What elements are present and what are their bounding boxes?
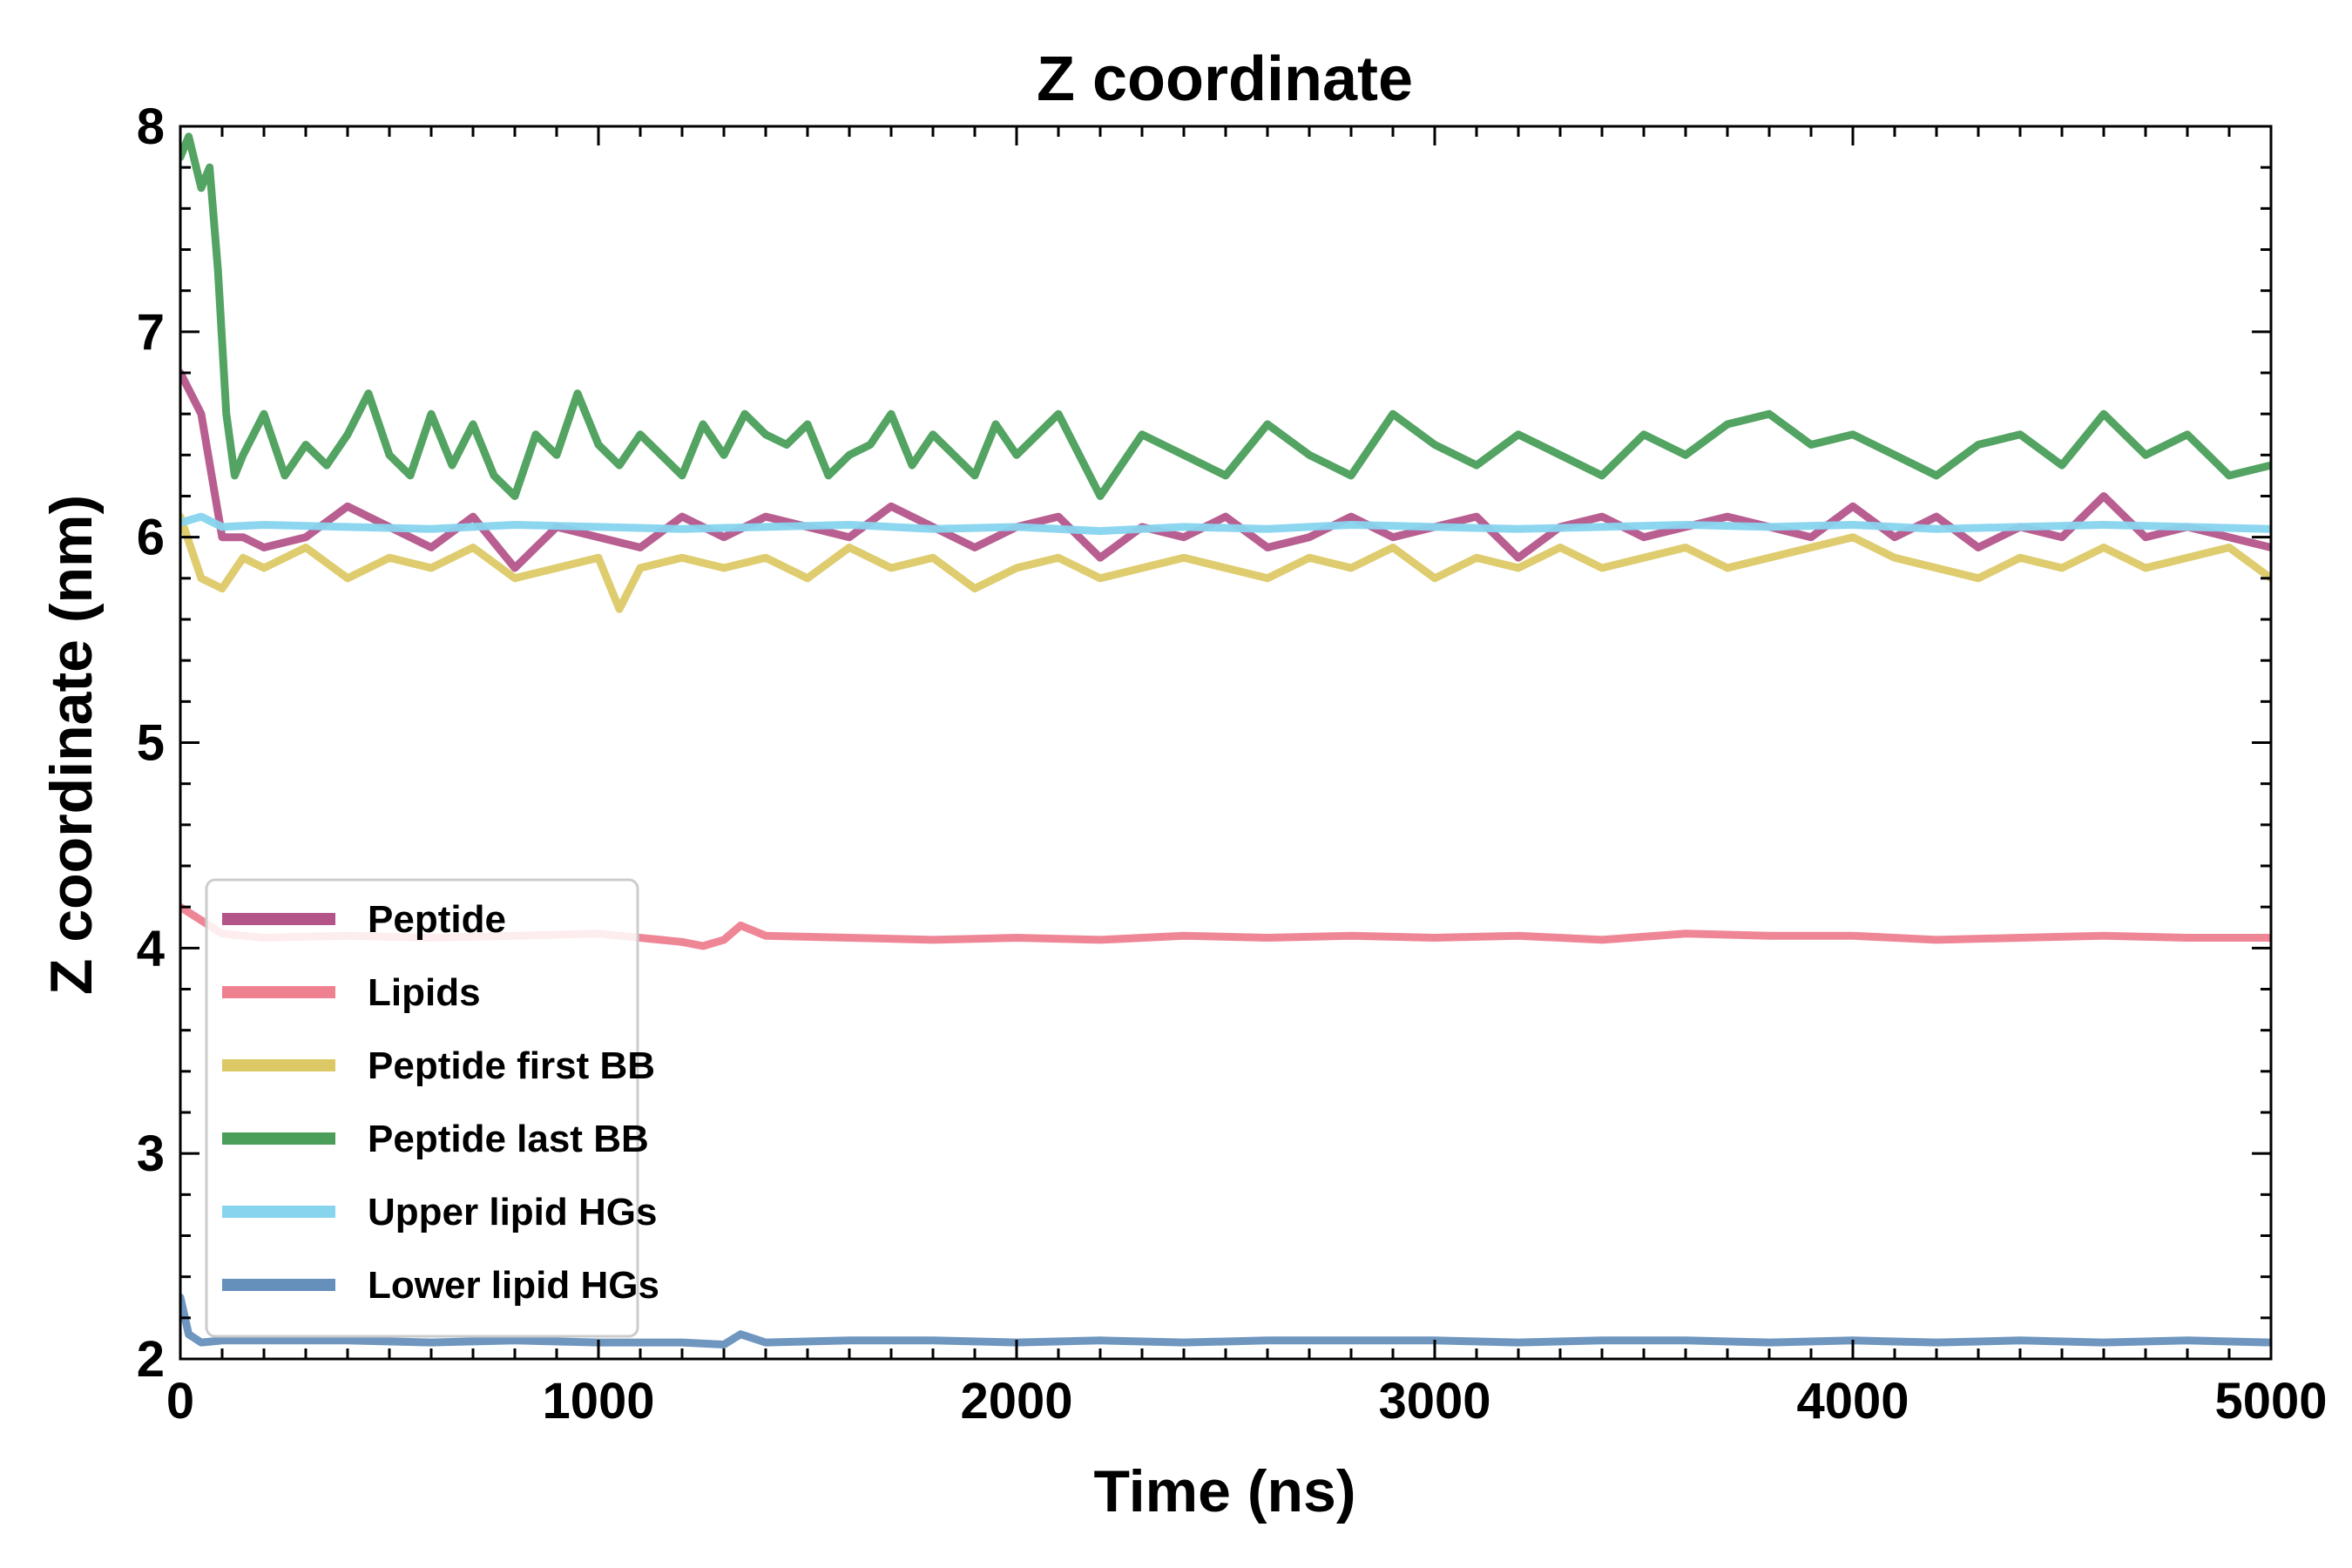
legend-entry-label: Upper lipid HGs <box>368 1191 657 1233</box>
x-tick-label: 2000 <box>960 1373 1072 1429</box>
axis-ticks: 0 1000 2000 3000 4000 5000 2 3 4 5 6 7 8 <box>137 98 2328 1429</box>
series-line-4 <box>180 512 2271 536</box>
legend-entry-label: Lipids <box>368 971 481 1014</box>
series-line-3 <box>180 132 2271 500</box>
y-axis-label: Z coordinate (nm) <box>38 495 105 995</box>
x-tick-label: 0 <box>166 1373 194 1429</box>
y-tick-label: 7 <box>137 304 165 361</box>
x-axis-label: Time (ns) <box>1093 1458 1355 1524</box>
legend-entry-label: Lower lipid HGs <box>368 1264 659 1307</box>
x-tick-label: 3000 <box>1378 1373 1490 1429</box>
x-tick-label: 5000 <box>2214 1373 2327 1429</box>
y-tick-label: 5 <box>137 715 165 772</box>
x-tick-label: 1000 <box>542 1373 654 1429</box>
legend-entry-label: Peptide first BB <box>368 1044 655 1087</box>
y-tick-label: 8 <box>137 98 165 155</box>
x-tick-label: 4000 <box>1796 1373 1909 1429</box>
legend-entry-label: Peptide <box>368 898 506 941</box>
chart-title: Z coordinate <box>1037 44 1413 114</box>
y-tick-label: 2 <box>137 1331 165 1388</box>
legend: Peptide Lipids Peptide first BB Peptide las… <box>205 878 659 1338</box>
legend-entry-label: Peptide last BB <box>368 1118 649 1160</box>
y-tick-label: 6 <box>137 510 165 566</box>
series-line-2 <box>180 512 2271 613</box>
y-tick-label: 4 <box>137 920 165 977</box>
y-tick-label: 3 <box>137 1125 165 1182</box>
